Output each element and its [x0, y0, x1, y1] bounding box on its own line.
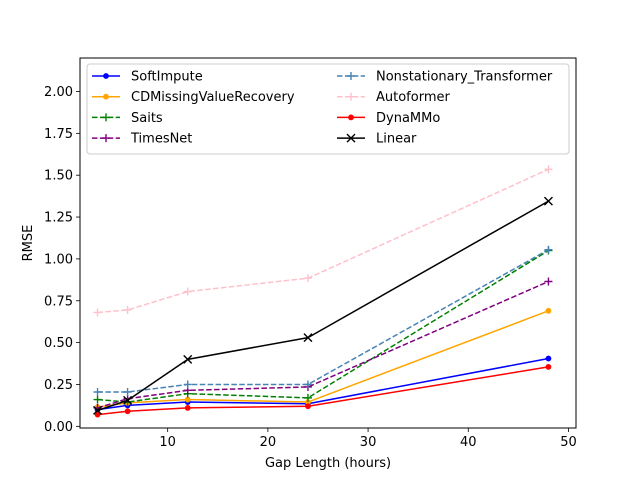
data-point-marker-plus	[123, 388, 132, 397]
y-tick-label: 0.00	[44, 420, 73, 435]
ticks-layer: 10 20 30 40 50 0.00 0.25 0.50 0.75 1.00 1.25 1.50 1.…	[44, 85, 577, 450]
data-point-marker-dot	[545, 363, 552, 370]
legend-entry: TimesNet	[92, 132, 192, 147]
legend-marker-plus	[102, 134, 110, 143]
series-line-autoformer	[97, 168, 549, 314]
legend-marker-plus	[347, 72, 355, 80]
data-point-marker-x	[183, 354, 193, 364]
x-tick-label: 10	[159, 435, 176, 450]
data-point-marker-plus	[544, 245, 553, 254]
y-tick-label: 0.75	[44, 294, 73, 309]
data-point-marker-plus	[544, 165, 553, 174]
data-point-marker-plus	[303, 380, 312, 389]
data-point-marker-dot	[124, 408, 131, 415]
legend-entry: SoftImpute	[92, 70, 203, 85]
data-point-marker-plus	[123, 305, 132, 314]
plot-frame	[79, 57, 577, 429]
legend-label: Linear	[376, 132, 417, 147]
y-tick-label: 0.25	[44, 378, 73, 393]
legend-label: TimesNet	[130, 132, 192, 147]
series-nonstationary-transformer	[93, 245, 553, 397]
legend-entry: CDMissingValueRecovery	[92, 90, 295, 105]
legend-marker-dot	[348, 114, 354, 121]
x-axis-label: Gap Length (hours)	[265, 456, 391, 471]
legend-label: Nonstationary_Transformer	[376, 70, 553, 85]
data-point-marker-plus	[93, 388, 102, 397]
legend-marker-dot	[103, 93, 109, 100]
data-point-marker-dot	[305, 403, 311, 410]
legend-label: Autoformer	[376, 90, 450, 105]
legend-label: DynaMMo	[376, 111, 440, 126]
y-tick-label: 1.50	[44, 169, 73, 184]
data-point-marker-x	[303, 333, 313, 343]
series-autoformer	[93, 165, 553, 317]
data-point-marker-x	[543, 196, 553, 206]
data-point-marker-plus	[303, 393, 312, 402]
data-point-marker-dot	[545, 355, 552, 362]
legend-marker-dot	[103, 73, 109, 79]
legend-frame	[86, 63, 570, 155]
data-point-marker-dot	[184, 405, 191, 411]
data-point-marker-plus	[93, 308, 102, 317]
data-point-marker-dot	[184, 396, 191, 403]
data-point-marker-plus	[93, 395, 102, 404]
legend-entry: DynaMMo	[337, 111, 440, 126]
x-tick-label: 20	[260, 435, 277, 450]
y-tick-label: 1.75	[44, 127, 73, 142]
data-point-marker-plus	[544, 277, 553, 286]
x-tick-label: 50	[560, 435, 577, 450]
data-point-marker-plus	[183, 380, 192, 389]
legend-marker-plus	[102, 113, 110, 122]
legend-label: Saits	[131, 111, 163, 126]
y-tick-label: 2.00	[44, 85, 73, 100]
legend-entry: Nonstationary_Transformer	[337, 70, 553, 85]
legend-marker-x	[346, 133, 356, 143]
legend-marker-plus	[347, 92, 355, 101]
x-tick-label: 30	[360, 435, 377, 450]
series-linear	[93, 196, 553, 415]
x-tick-label: 40	[460, 435, 477, 450]
data-point-marker-dot	[545, 307, 552, 314]
data-point-marker-x	[93, 405, 103, 415]
legend: SoftImpute CDMissingValueRecovery Saits Tim…	[86, 63, 570, 155]
data-point-marker-plus	[183, 287, 192, 296]
series-dynammo	[94, 363, 552, 418]
legend-label: CDMissingValueRecovery	[131, 90, 295, 105]
data-point-marker-dot	[94, 411, 101, 418]
legend-entry: Linear	[337, 132, 417, 147]
y-tick-label: 1.25	[44, 211, 73, 226]
data-point-marker-plus	[303, 274, 312, 283]
legend-entry: Saits	[92, 111, 163, 126]
y-axis-label: RMSE	[21, 225, 36, 262]
y-tick-label: 1.00	[44, 252, 73, 267]
y-tick-label: 0.50	[44, 336, 73, 351]
data-point-marker-x	[123, 395, 133, 405]
series-layer	[93, 165, 553, 418]
legend-label: SoftImpute	[131, 70, 203, 85]
legend-entry: Autoformer	[337, 90, 450, 105]
